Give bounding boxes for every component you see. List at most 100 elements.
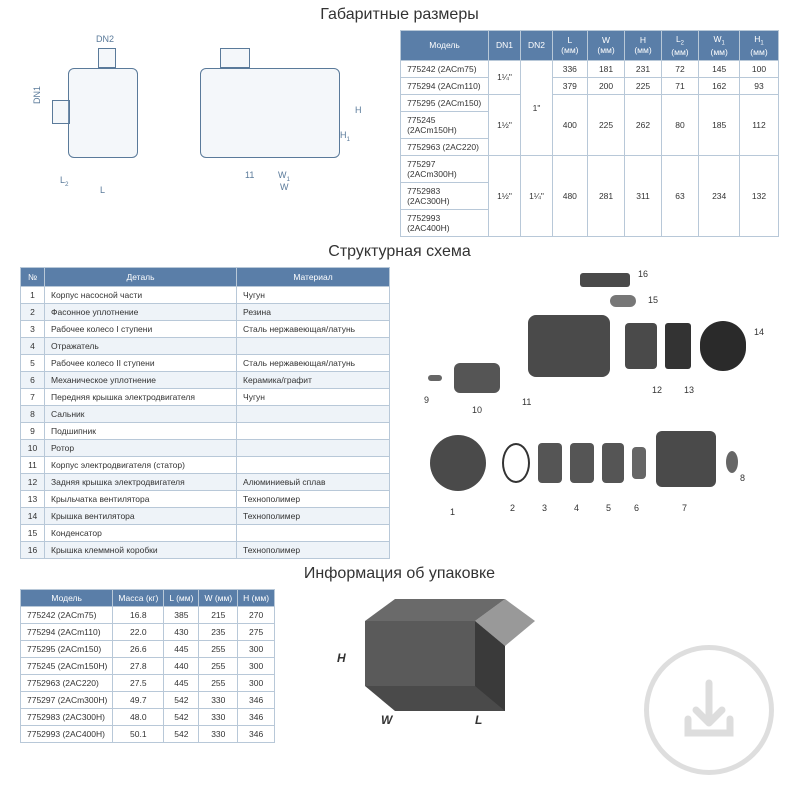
pack-cell: 445 [164, 674, 199, 691]
parts-header: Деталь [45, 267, 237, 286]
label-l2: L2 [60, 175, 69, 188]
parts-cell: Рабочее колесо II ступени [45, 354, 237, 371]
pack-cell: 7752983 (2AC300H) [21, 708, 113, 725]
parts-row: 3Рабочее колесо I ступениСталь нержавеющ… [21, 320, 390, 337]
dim-row: 775297 (2ACm300H)1½"1¼"48028131163234132 [401, 155, 779, 182]
pack-header: Масса (кг) [113, 589, 164, 606]
parts-row: 2Фасонное уплотнениеРезина [21, 303, 390, 320]
parts-cell: Сталь нержавеющая/латунь [237, 354, 390, 371]
pack-row: 775245 (2ACm150H)27.8440255300 [21, 657, 275, 674]
parts-cell: Крышка вентилятора [45, 507, 237, 524]
dim-row: 775295 (2ACm150)1½"40022526280185112 [401, 94, 779, 111]
pack-cell: 235 [199, 623, 238, 640]
pack-header: H (мм) [238, 589, 275, 606]
dim-cell: 145 [699, 60, 740, 77]
pack-cell: 330 [199, 725, 238, 742]
pack-cell: 775297 (2ACm300H) [21, 691, 113, 708]
parts-cell: Задняя крышка электродвигателя [45, 473, 237, 490]
section2: №ДетальМатериал 1Корпус насосной частиЧу… [0, 267, 799, 559]
parts-row: 14Крышка вентилятораТехнополимер [21, 507, 390, 524]
parts-cell: Подшипник [45, 422, 237, 439]
parts-cell: Технополимер [237, 507, 390, 524]
pack-cell: 255 [199, 674, 238, 691]
dim-header: DN2 [520, 31, 552, 61]
parts-cell: Керамика/графит [237, 371, 390, 388]
dim-cell: 1½" [488, 94, 520, 155]
dim-header: Модель [401, 31, 489, 61]
parts-cell: Технополимер [237, 541, 390, 558]
pack-cell: 22.0 [113, 623, 164, 640]
dim-cell: 72 [661, 60, 699, 77]
box-diagram: H W L [305, 591, 585, 741]
pack-row: 775295 (2ACm150)26.6445255300 [21, 640, 275, 657]
label-l: L [100, 185, 105, 195]
parts-cell: 7 [21, 388, 45, 405]
dim-cell: 1¼" [488, 60, 520, 94]
label-h1: H1 [340, 130, 350, 143]
pack-cell: 542 [164, 708, 199, 725]
pn14: 14 [754, 327, 764, 337]
dim-header: L2 (мм) [661, 31, 699, 61]
pack-cell: 775294 (2ACm110) [21, 623, 113, 640]
pack-row: 775294 (2ACm110)22.0430235275 [21, 623, 275, 640]
pn11: 11 [522, 397, 531, 407]
parts-cell: Чугун [237, 388, 390, 405]
pack-cell: 330 [199, 708, 238, 725]
dim-cell: 262 [625, 94, 661, 155]
pack-cell: 300 [238, 674, 275, 691]
parts-cell: Чугун [237, 286, 390, 303]
parts-cell: 5 [21, 354, 45, 371]
pack-row: 775297 (2ACm300H)49.7542330346 [21, 691, 275, 708]
parts-row: 8Сальник [21, 405, 390, 422]
pack-cell: 440 [164, 657, 199, 674]
dim-header: H1 (мм) [739, 31, 778, 61]
dim-cell: 1½" [488, 155, 520, 236]
parts-cell: 1 [21, 286, 45, 303]
pn6: 6 [634, 503, 639, 513]
pn10: 10 [472, 405, 482, 415]
parts-cell: 10 [21, 439, 45, 456]
dim-header: H (мм) [625, 31, 661, 61]
parts-cell: Механическое уплотнение [45, 371, 237, 388]
parts-cell: Технополимер [237, 490, 390, 507]
dim-row: 775294 (2ACm110)3792002257116293 [401, 77, 779, 94]
pn3: 3 [542, 503, 547, 513]
pack-cell: 255 [199, 640, 238, 657]
parts-cell: 2 [21, 303, 45, 320]
parts-row: 4Отражатель [21, 337, 390, 354]
pack-cell: 275 [238, 623, 275, 640]
pack-cell: 16.8 [113, 606, 164, 623]
parts-cell: 3 [21, 320, 45, 337]
parts-cell: Рабочее колесо I ступени [45, 320, 237, 337]
pack-cell: 300 [238, 640, 275, 657]
dim-cell: 185 [699, 94, 740, 155]
dim-cell: 234 [699, 155, 740, 236]
parts-cell: 16 [21, 541, 45, 558]
dim-cell: 775242 (2ACm75) [401, 60, 489, 77]
pn9: 9 [424, 395, 429, 405]
pack-cell: 27.5 [113, 674, 164, 691]
parts-cell: Конденсатор [45, 524, 237, 541]
label-11: 11 [245, 170, 254, 180]
dim-cell: 7752963 (2AC220) [401, 138, 489, 155]
parts-cell: Крышка клеммной коробки [45, 541, 237, 558]
parts-cell: Сальник [45, 405, 237, 422]
parts-cell: Сталь нержавеющая/латунь [237, 320, 390, 337]
section1: DN2 DN1 L2 L 11 W1 W H H1 МодельDN1DN2L … [0, 30, 799, 237]
section3-title: Информация об упаковке [0, 565, 799, 583]
dim-cell: 775245 (2ACm150H) [401, 111, 489, 138]
pack-cell: 255 [199, 657, 238, 674]
dim-cell: 200 [587, 77, 625, 94]
pn13: 13 [684, 385, 694, 395]
pn16: 16 [638, 269, 648, 279]
pack-row: 7752963 (2AC220)27.5445255300 [21, 674, 275, 691]
parts-row: 13Крыльчатка вентилятораТехнополимер [21, 490, 390, 507]
dim-header: L (мм) [552, 31, 587, 61]
parts-cell: 12 [21, 473, 45, 490]
pn1: 1 [450, 507, 455, 517]
dim-cell: 400 [552, 94, 587, 155]
pack-cell: 50.1 [113, 725, 164, 742]
dim-cell: 80 [661, 94, 699, 155]
parts-row: 15Конденсатор [21, 524, 390, 541]
pack-cell: 775242 (2ACm75) [21, 606, 113, 623]
